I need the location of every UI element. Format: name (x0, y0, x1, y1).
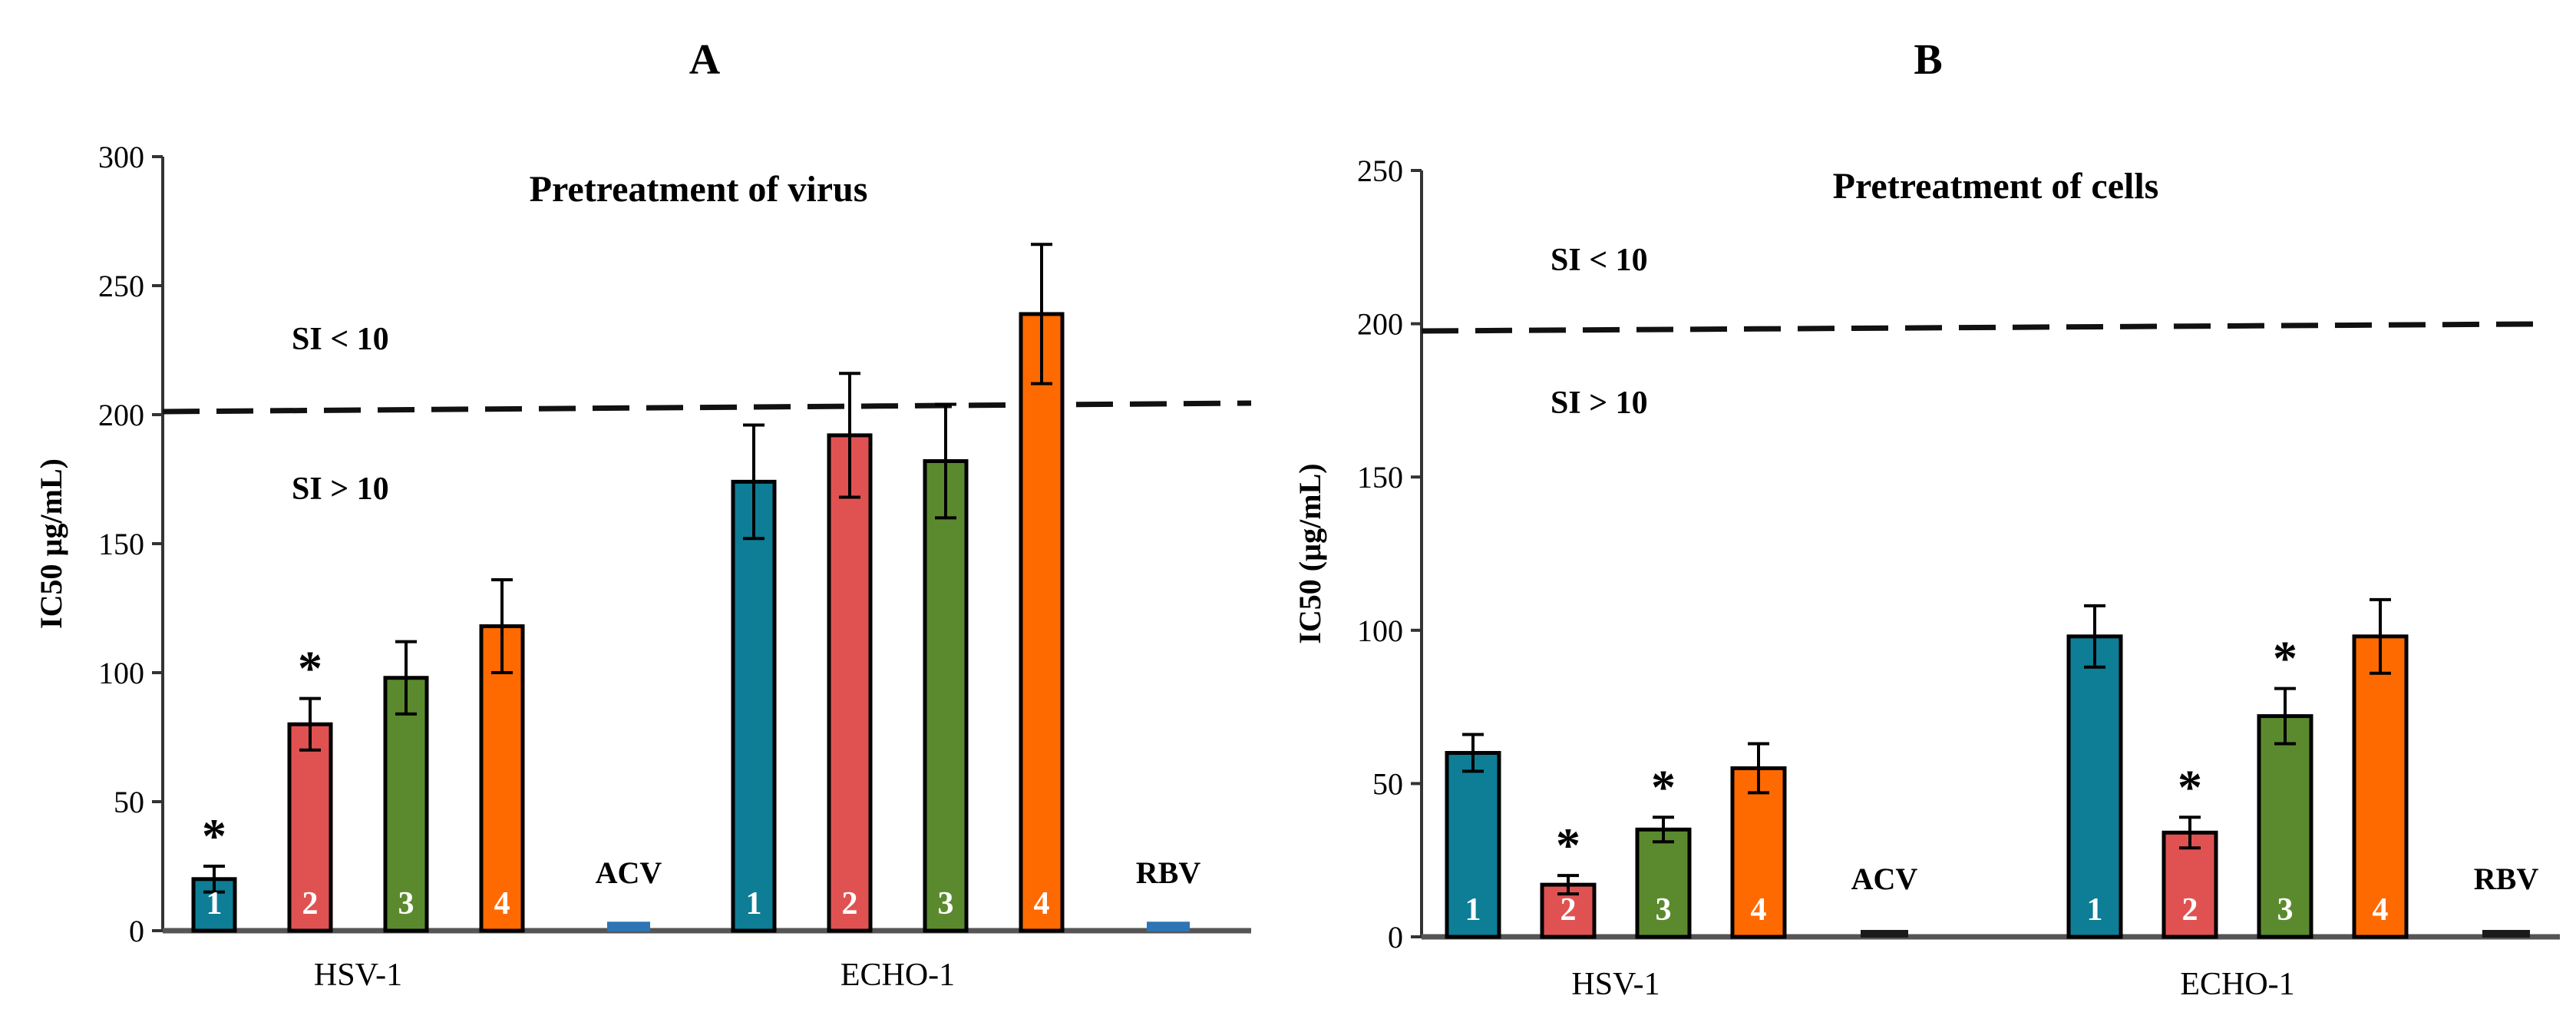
y-axis-label: IC50 µg/mL) (34, 458, 68, 629)
y-tick-label: 200 (1357, 307, 1403, 342)
bar (1445, 750, 1501, 939)
y-tick-label: 0 (1388, 920, 1403, 954)
group-label: HSV-1 (1571, 967, 1660, 1002)
bar-number-label: 3 (938, 886, 954, 921)
bar (1019, 312, 1065, 933)
group-label: ECHO-1 (2180, 967, 2294, 1002)
significance-star: * (1651, 759, 1676, 814)
y-axis-label: IC50 (µg/mL) (1293, 463, 1327, 643)
bar-number-label: 3 (398, 886, 414, 921)
y-tick-label: 100 (1357, 614, 1403, 648)
bar-number-label: 4 (1034, 886, 1050, 921)
si-below-label: SI > 10 (292, 471, 389, 507)
bar (2257, 714, 2313, 939)
control-label: ACV (1851, 862, 1918, 896)
chart-title: Pretreatment of virus (530, 169, 868, 210)
group-label: ECHO-1 (841, 958, 955, 993)
bar (2162, 830, 2218, 939)
control-label: RBV (2474, 862, 2539, 896)
threshold-line (1421, 321, 2534, 334)
bar-number-label: 3 (2277, 892, 2294, 928)
bar (383, 676, 429, 933)
y-tick-label: 50 (114, 785, 144, 819)
y-tick-label: 150 (98, 527, 144, 561)
bar-number-label: 3 (1656, 892, 1672, 928)
panel-label: A (689, 36, 721, 84)
group-label: HSV-1 (314, 958, 402, 993)
control-bar (1147, 921, 1190, 932)
bar-number-label: 2 (1560, 892, 1577, 928)
si-above-label: SI < 10 (1551, 243, 1648, 278)
bar (731, 479, 777, 933)
significance-star: * (2178, 759, 2202, 814)
y-tick-label: 250 (98, 269, 144, 303)
control-bar (2482, 930, 2530, 938)
y-tick-label: 300 (98, 140, 144, 174)
y-tick-label: 200 (98, 398, 144, 432)
y-tick-label: 100 (98, 656, 144, 690)
y-tick-label: 250 (1357, 154, 1403, 188)
panel-label: B (1914, 36, 1942, 84)
si-above-label: SI < 10 (292, 322, 389, 357)
y-tick-label: 0 (129, 914, 144, 948)
y-tick-label: 50 (1372, 766, 1403, 801)
bar-number-label: 4 (1751, 892, 1767, 928)
bar (2066, 634, 2123, 939)
si-below-label: SI > 10 (1551, 385, 1648, 421)
threshold-line (162, 400, 1252, 415)
control-bar (1861, 930, 1908, 938)
significance-star: * (298, 641, 322, 696)
bar-number-label: 1 (206, 886, 223, 921)
bar-number-label: 1 (746, 886, 762, 921)
significance-star: * (202, 809, 226, 863)
bar-number-label: 4 (2373, 892, 2389, 928)
y-tick-label: 150 (1357, 460, 1403, 495)
significance-star: * (1556, 818, 1580, 872)
significance-star: * (2273, 631, 2297, 686)
bar (923, 458, 969, 933)
control-label: ACV (596, 855, 662, 890)
bar-number-label: 2 (2182, 892, 2198, 928)
bar-number-label: 2 (842, 886, 858, 921)
control-bar (607, 921, 650, 932)
chart-title: Pretreatment of cells (1833, 166, 2159, 207)
bar-number-label: 1 (1465, 892, 1481, 928)
bar-number-label: 4 (494, 886, 510, 921)
bar-number-label: 1 (2087, 892, 2103, 928)
bar-number-label: 2 (302, 886, 319, 921)
control-label: RBV (1136, 855, 1201, 890)
bar (827, 433, 873, 933)
